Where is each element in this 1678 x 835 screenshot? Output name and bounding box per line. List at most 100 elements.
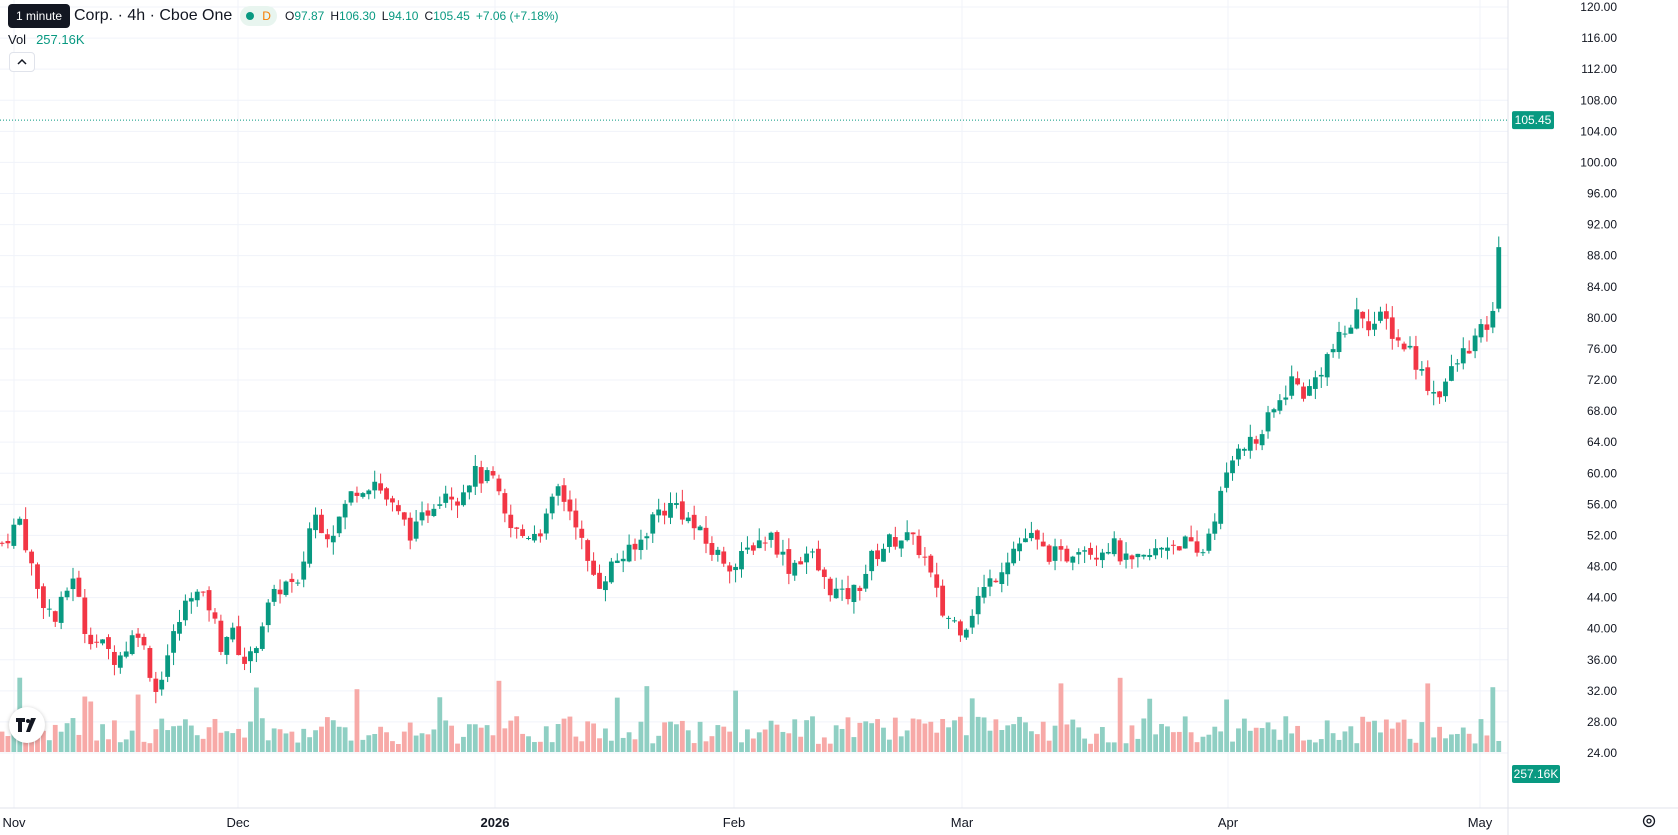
volume-bar (1082, 738, 1088, 752)
volume-bar (336, 726, 342, 752)
candle-body (786, 549, 792, 574)
volume-bar (839, 728, 845, 752)
candle-body (1236, 448, 1241, 460)
time-axis: Nov Dec 2026 Feb Mar Apr May (0, 807, 1678, 830)
candle-body (188, 598, 194, 602)
candle-body (1324, 354, 1330, 378)
volume-bar (490, 735, 496, 752)
volume-bar (1076, 727, 1082, 752)
market-status-badge[interactable]: D (240, 6, 277, 26)
candle-body (762, 542, 768, 544)
candle-body (437, 504, 443, 506)
candle-body (857, 587, 863, 591)
candle-body (123, 651, 129, 657)
volume-bar (573, 736, 579, 752)
price-tick-label: 36.00 (1587, 653, 1617, 667)
candle-body (650, 514, 656, 534)
candle-body (1478, 324, 1484, 338)
candle-body (620, 558, 626, 562)
price-tick-label: 104.00 (1580, 124, 1617, 138)
volume-bar (626, 732, 632, 752)
candle-body (1342, 333, 1348, 335)
low-value: L94.10 (381, 9, 419, 23)
volume-bar (236, 728, 242, 752)
candle-body (756, 540, 762, 549)
volume-bar (1372, 720, 1377, 752)
volume-bar (390, 741, 395, 752)
volume-bar (372, 733, 378, 752)
volume-bar (1165, 726, 1170, 752)
candle-body (141, 636, 147, 646)
tradingview-logo-icon[interactable] (9, 707, 45, 743)
candle-body (1431, 392, 1437, 394)
candle-body (443, 493, 449, 503)
volume-bar (1378, 732, 1383, 752)
volume-bar (1117, 677, 1123, 752)
candle-body (1366, 321, 1372, 331)
volume-bar (567, 716, 573, 752)
volume-bar (833, 725, 839, 752)
volume-bar (591, 723, 597, 752)
volume-bar (668, 721, 673, 752)
volume-bar (1490, 687, 1496, 752)
collapse-legend-button[interactable] (9, 52, 35, 72)
candle-body (425, 510, 431, 516)
volume-bar (845, 717, 851, 752)
candle-body (372, 481, 378, 491)
volume-bar (1111, 742, 1117, 752)
volume-bar (1241, 718, 1247, 752)
candle-body (1028, 532, 1034, 539)
candles (0, 236, 1502, 704)
candle-body (1141, 554, 1147, 557)
candle-body (1241, 448, 1247, 451)
volume-bar (1105, 742, 1111, 752)
candle-body (496, 478, 502, 492)
candle-body (614, 560, 620, 564)
price-tick-label: 52.00 (1587, 528, 1617, 542)
candle-body (679, 501, 685, 520)
volume-bar (934, 732, 940, 752)
volume-bar (1318, 739, 1324, 752)
volume-bar (1259, 728, 1265, 752)
volume-bar (1395, 722, 1401, 752)
candle-body (1466, 350, 1472, 354)
volume-bar (165, 730, 171, 752)
candle-body (1378, 311, 1383, 321)
volume-bar (1366, 721, 1372, 752)
candle-body (135, 633, 141, 638)
candle-body (1011, 548, 1017, 564)
volume-bar (537, 741, 543, 752)
volume-bar (999, 730, 1005, 752)
candle-body (750, 545, 756, 551)
price-tick-label: 28.00 (1587, 715, 1617, 729)
candle-body (591, 560, 597, 575)
volume-bar (561, 718, 567, 752)
volume-bar (579, 741, 585, 752)
candle-body (946, 617, 951, 619)
gear-icon[interactable] (1641, 813, 1657, 829)
candle-body (253, 648, 259, 654)
volume-bar (709, 736, 715, 752)
candle-body (1176, 546, 1182, 551)
volume-bar (892, 717, 898, 752)
volume-bar (520, 733, 526, 752)
candle-body (1389, 317, 1395, 339)
volume-bar (46, 740, 52, 752)
candle-body (1058, 546, 1064, 550)
volume-bar (224, 731, 230, 752)
volume-bar (608, 740, 614, 752)
candle-body (703, 527, 709, 544)
volume-bar (585, 721, 591, 752)
candle-body (177, 622, 182, 634)
candle-body (804, 553, 809, 563)
symbol-title[interactable]: Corp. · 4h · Cboe One (74, 7, 233, 24)
candle-body (330, 535, 336, 543)
candle-body (1383, 311, 1389, 319)
candle-body (928, 555, 934, 573)
volume-bar (1129, 725, 1135, 752)
volume-bar (1383, 719, 1389, 752)
candle-body (1040, 541, 1046, 547)
volume-label[interactable]: Vol (8, 32, 27, 47)
price-tick-label: 108.00 (1580, 93, 1617, 107)
